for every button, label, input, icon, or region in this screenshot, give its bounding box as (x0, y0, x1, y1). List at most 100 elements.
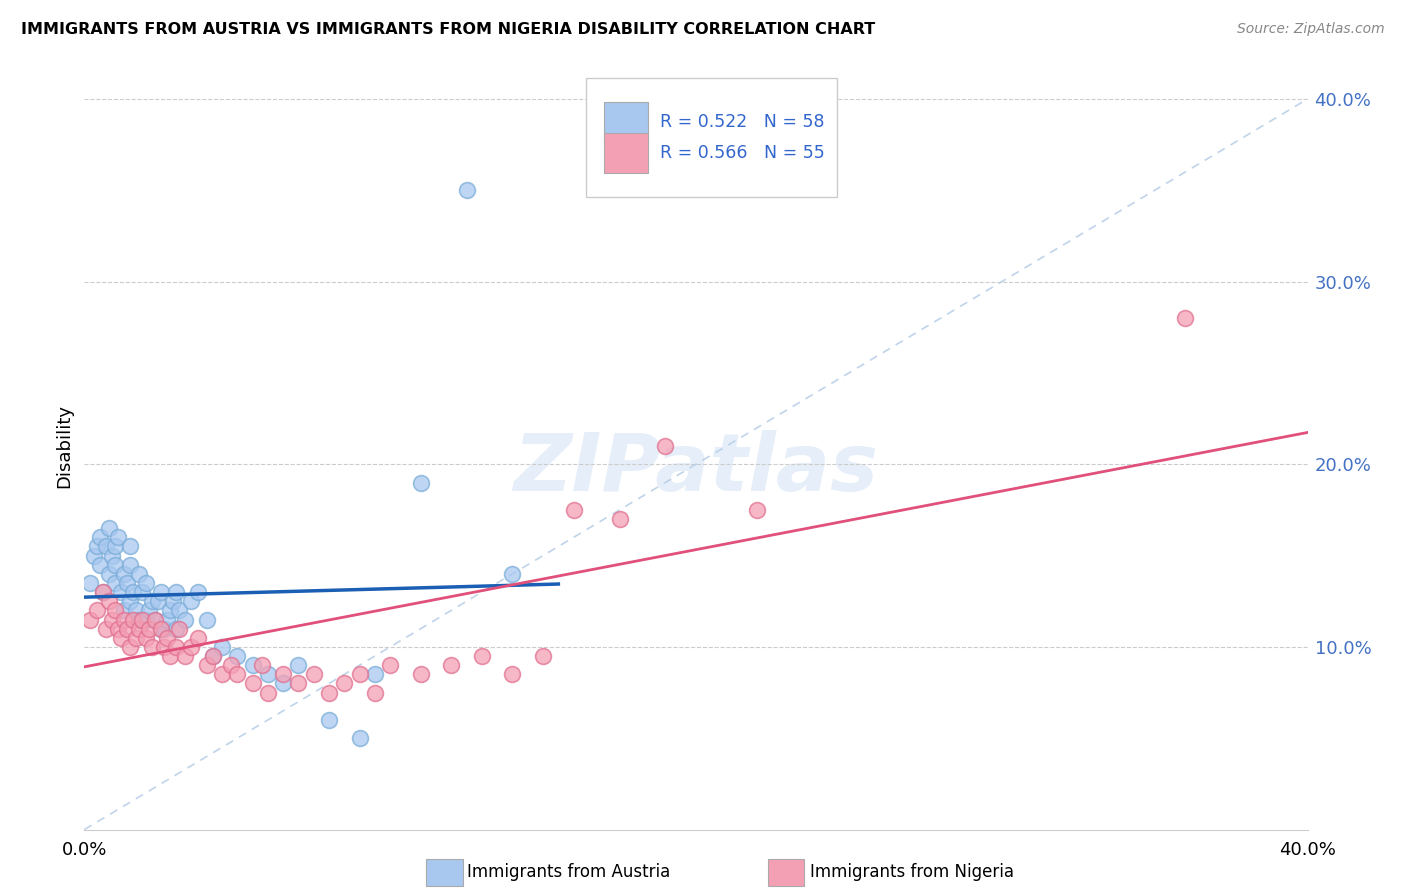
Point (110, 631, 132, 645)
Text: R = 0.522   N = 58: R = 0.522 N = 58 (661, 112, 825, 130)
Point (104, 603, 127, 617)
Point (747, 503, 769, 517)
Point (138, 622, 160, 636)
Point (120, 640, 142, 654)
Point (250, 658, 273, 673)
Text: Immigrants from Austria: Immigrants from Austria (467, 863, 671, 881)
Point (349, 667, 371, 681)
Point (112, 603, 135, 617)
Point (167, 603, 190, 617)
Point (562, 503, 585, 517)
Point (131, 585, 153, 599)
Point (318, 685, 340, 699)
Point (364, 685, 387, 699)
FancyBboxPatch shape (605, 133, 648, 173)
Point (94, 540, 117, 554)
Point (180, 640, 202, 654)
Point (380, 658, 402, 673)
Point (333, 676, 356, 690)
Point (146, 594, 169, 608)
Point (409, 667, 432, 681)
Point (97, 521, 120, 535)
Point (89, 558, 111, 572)
Point (159, 603, 181, 617)
Point (125, 603, 148, 617)
Point (271, 667, 294, 681)
Point (156, 631, 179, 645)
Point (101, 613, 124, 627)
Point (219, 658, 242, 673)
Text: Source: ZipAtlas.com: Source: ZipAtlas.com (1237, 22, 1385, 37)
Point (141, 640, 163, 654)
Point (128, 622, 150, 636)
Point (153, 622, 176, 636)
Point (531, 648, 554, 663)
Point (502, 667, 524, 681)
Text: ZIPatlas: ZIPatlas (513, 430, 879, 508)
Point (287, 676, 309, 690)
Point (112, 566, 135, 581)
Point (165, 622, 187, 636)
Text: IMMIGRANTS FROM AUSTRIA VS IMMIGRANTS FROM NIGERIA DISABILITY CORRELATION CHART: IMMIGRANTS FROM AUSTRIA VS IMMIGRANTS FR… (21, 22, 876, 37)
Point (167, 622, 190, 636)
Point (257, 685, 280, 699)
Point (287, 658, 309, 673)
Point (131, 613, 153, 627)
Point (502, 566, 524, 581)
Point (97, 566, 120, 581)
Point (86, 603, 108, 617)
Point (609, 512, 631, 526)
Point (120, 540, 142, 554)
FancyBboxPatch shape (605, 102, 648, 142)
Point (195, 658, 218, 673)
Point (120, 558, 142, 572)
Point (115, 576, 138, 591)
Point (364, 667, 387, 681)
Point (456, 183, 478, 197)
Point (91, 585, 114, 599)
Point (226, 667, 249, 681)
Point (83, 549, 105, 563)
Point (409, 475, 432, 490)
Point (242, 658, 264, 673)
Point (471, 648, 494, 663)
Point (201, 648, 224, 663)
Point (153, 640, 176, 654)
Point (115, 622, 138, 636)
Point (143, 613, 166, 627)
Point (141, 594, 163, 608)
Point (104, 558, 127, 572)
Point (107, 622, 129, 636)
Point (226, 648, 249, 663)
Point (143, 613, 166, 627)
Point (174, 648, 197, 663)
Point (349, 731, 371, 746)
Point (79, 576, 101, 591)
Point (165, 585, 187, 599)
Point (271, 676, 294, 690)
Point (112, 613, 135, 627)
Point (257, 667, 280, 681)
Point (122, 613, 145, 627)
Point (89, 530, 111, 544)
Point (242, 676, 264, 690)
Point (101, 549, 124, 563)
Text: Immigrants from Nigeria: Immigrants from Nigeria (810, 863, 1014, 881)
Point (156, 613, 179, 627)
Point (128, 613, 150, 627)
Point (110, 585, 132, 599)
Point (180, 594, 202, 608)
Point (97, 594, 120, 608)
Point (107, 530, 129, 544)
Point (135, 631, 157, 645)
Point (149, 622, 172, 636)
Point (211, 667, 233, 681)
Point (104, 540, 127, 554)
Point (94, 622, 117, 636)
Point (104, 576, 127, 591)
Point (91, 585, 114, 599)
FancyBboxPatch shape (586, 78, 837, 197)
Text: R = 0.566   N = 55: R = 0.566 N = 55 (661, 144, 825, 162)
Point (186, 585, 208, 599)
Point (1174, 311, 1197, 326)
